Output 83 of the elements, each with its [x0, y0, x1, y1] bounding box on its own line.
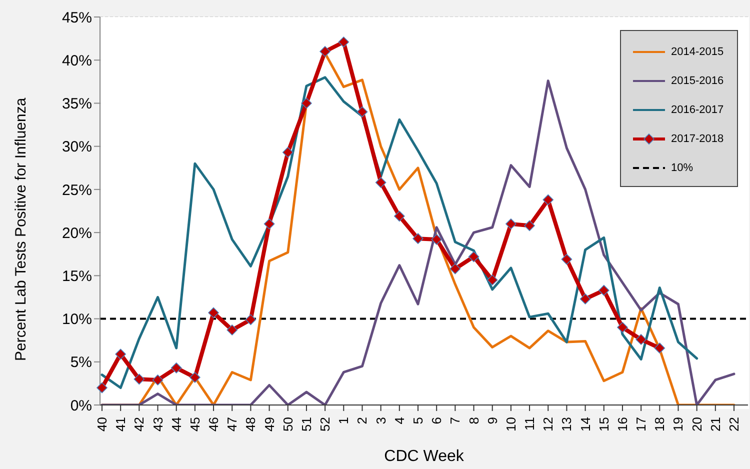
x-tick-label: 18 — [652, 417, 668, 432]
point — [636, 334, 646, 345]
point — [152, 374, 164, 386]
point — [320, 46, 330, 57]
x-tick-label: 46 — [206, 417, 222, 432]
x-tick-label: 17 — [634, 417, 649, 432]
legend-label: 2015-2016 — [671, 74, 724, 86]
point — [506, 218, 516, 230]
x-tick-label: 6 — [429, 417, 444, 424]
y-tick-label: 0% — [70, 397, 92, 414]
x-tick-label: 1 — [336, 417, 352, 424]
point — [282, 146, 294, 158]
y-tick-label: 40% — [62, 52, 92, 70]
point — [134, 374, 145, 385]
x-tick-label: 15 — [596, 417, 612, 432]
x-tick-label: 12 — [540, 417, 556, 432]
x-tick-label: 13 — [559, 417, 574, 432]
y-axis-title: Percent Lab Tests Positive for Influenza — [12, 97, 30, 361]
point — [524, 220, 535, 232]
point — [170, 362, 182, 374]
point — [264, 218, 275, 230]
y-tick-label: 45% — [62, 9, 92, 26]
point — [226, 324, 238, 336]
legend-label: 2014-2015 — [671, 46, 724, 58]
point — [468, 251, 480, 262]
x-tick-label: 8 — [466, 417, 482, 424]
point — [356, 106, 368, 118]
y-tick-label: 20% — [62, 224, 92, 242]
legend-label: 10% — [671, 162, 694, 174]
x-tick-label: 22 — [726, 417, 742, 432]
point — [654, 342, 666, 354]
x-tick-label: 41 — [113, 417, 128, 432]
y-tick-label: 25% — [62, 182, 92, 199]
x-tick-label: 20 — [689, 417, 704, 432]
x-tick-label: 14 — [578, 417, 593, 432]
x-tick-label: 44 — [168, 417, 184, 432]
x-tick-label: 50 — [280, 417, 296, 432]
x-tick-label: 52 — [318, 417, 333, 432]
point — [617, 322, 628, 333]
x-tick-label: 49 — [262, 417, 277, 432]
point — [245, 314, 256, 326]
x-tick-label: 9 — [484, 417, 500, 424]
point — [301, 98, 312, 109]
x-tick-label: 11 — [522, 417, 538, 430]
x-tick-label: 47 — [224, 417, 240, 432]
legend-label: 2017-2018 — [671, 132, 724, 144]
point — [598, 284, 610, 296]
point — [450, 263, 461, 274]
legend-label: 2016-2017 — [671, 104, 724, 116]
point — [96, 382, 108, 394]
y-tick-label: 30% — [62, 138, 92, 156]
x-tick-label: 48 — [243, 417, 258, 432]
point — [115, 348, 126, 360]
x-tick-label: 43 — [150, 417, 166, 432]
x-tick-label: 4 — [392, 417, 407, 424]
x-axis-title: CDC Week — [384, 448, 465, 465]
y-tick-label: 10% — [62, 311, 92, 328]
x-tick-label: 45 — [187, 417, 202, 432]
point — [412, 233, 424, 244]
point — [208, 307, 219, 318]
x-tick-label: 2 — [354, 417, 370, 424]
y-tick-label: 5% — [70, 354, 92, 372]
x-tick-label: 10 — [503, 417, 518, 432]
point — [338, 36, 350, 48]
x-tick-label: 3 — [373, 417, 388, 424]
x-tick-label: 5 — [410, 417, 426, 424]
point — [561, 254, 572, 265]
point — [190, 372, 200, 383]
point — [431, 234, 442, 245]
x-tick-label: 7 — [448, 417, 463, 424]
x-tick-label: 51 — [298, 417, 314, 432]
y-tick-label: 35% — [62, 96, 92, 113]
x-tick-label: 16 — [614, 417, 630, 432]
point — [542, 194, 554, 206]
x-tick-label: 40 — [94, 417, 110, 432]
point — [375, 177, 386, 188]
x-tick-label: 42 — [132, 417, 147, 432]
point — [394, 210, 405, 222]
x-tick-label: 21 — [708, 417, 723, 432]
y-tick-label: 15% — [62, 268, 92, 285]
point — [486, 274, 498, 286]
point — [580, 294, 591, 304]
x-tick-label: 19 — [670, 417, 686, 432]
